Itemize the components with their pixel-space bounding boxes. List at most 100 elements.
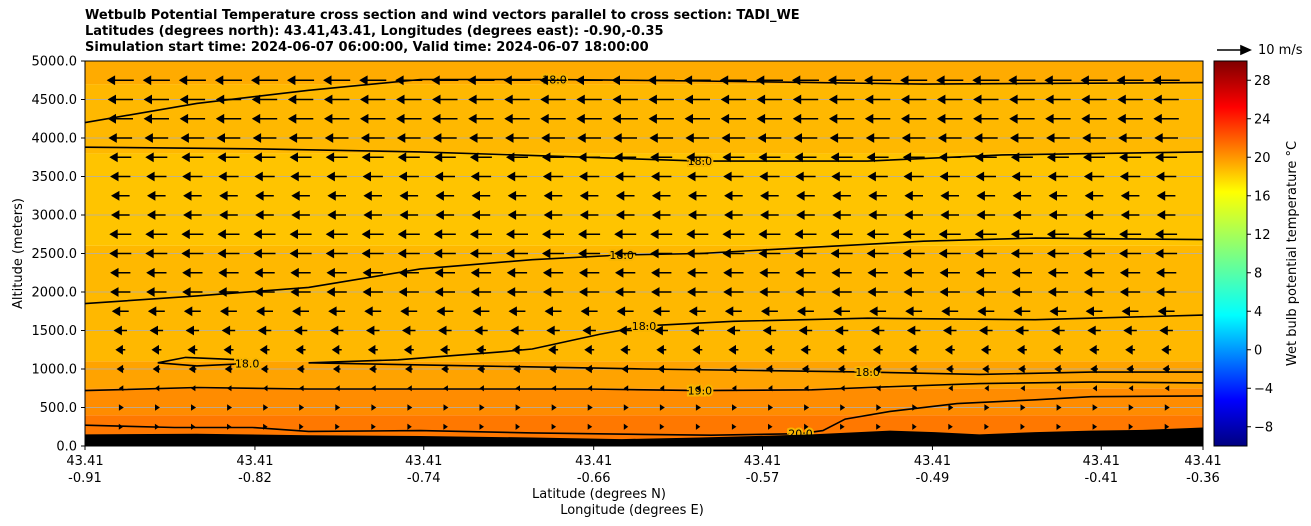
wind-vector	[335, 423, 340, 430]
wind-vector	[798, 325, 813, 336]
wind-vector	[864, 94, 891, 105]
wind-vector	[1119, 152, 1142, 163]
wind-vector	[768, 385, 773, 392]
wind-vector	[686, 248, 709, 259]
wind-vector	[904, 190, 923, 201]
wind-vector	[183, 306, 201, 317]
wind-vector	[1056, 385, 1061, 392]
wind-vector	[866, 229, 889, 240]
wind-vector	[975, 171, 996, 182]
wind-vector	[901, 133, 926, 143]
wind-vector	[651, 190, 671, 201]
wind-vector	[648, 113, 674, 124]
wind-vector	[361, 152, 384, 163]
wind-vector	[469, 229, 492, 240]
contour-line-7	[85, 395, 1203, 437]
wind-vector	[755, 75, 783, 86]
wind-vector	[260, 364, 269, 374]
wind-vector	[110, 171, 131, 182]
wind-vector	[405, 364, 413, 374]
wind-vector	[939, 267, 960, 278]
wind-vector	[576, 94, 602, 105]
wind-vector	[912, 404, 918, 411]
wind-vector	[829, 133, 854, 143]
wind-vector	[439, 344, 450, 355]
wind-vector	[435, 190, 455, 201]
wind-vector	[768, 423, 773, 430]
wind-vector	[1164, 385, 1170, 392]
reference-vector-label: 10 m/s	[1258, 43, 1303, 58]
wind-vector	[443, 423, 448, 430]
contour-label-3: 18.0	[632, 320, 657, 333]
wind-vector	[651, 267, 672, 278]
wind-vector	[371, 404, 377, 411]
wind-vector	[433, 152, 456, 163]
wind-vector	[840, 404, 846, 411]
wind-vector	[938, 152, 961, 163]
wind-vector	[118, 404, 124, 411]
x-tick-label-lat-5: 43.41	[914, 454, 951, 469]
wind-vector	[548, 344, 559, 355]
wind-vector	[937, 94, 963, 105]
wind-vector	[106, 75, 134, 86]
wind-vector	[182, 171, 203, 182]
wind-vector	[1045, 94, 1071, 105]
wind-vector	[332, 364, 341, 374]
wind-vector	[541, 133, 565, 143]
wind-vector	[323, 75, 351, 86]
wind-vector	[397, 248, 420, 259]
wind-vector	[837, 364, 846, 374]
wind-vector	[613, 133, 637, 143]
wind-vector	[215, 94, 242, 105]
wind-vector	[145, 229, 168, 240]
wind-vector	[828, 94, 855, 105]
wind-vector	[146, 287, 167, 297]
wind-vector	[587, 404, 593, 411]
wind-vector	[360, 113, 386, 124]
wind-vector	[977, 306, 995, 317]
wind-vector	[902, 248, 925, 259]
wind-vector	[757, 133, 782, 143]
wind-vector	[690, 325, 704, 336]
wind-vector	[615, 210, 635, 220]
wind-vector	[1121, 306, 1139, 317]
wind-vector	[868, 190, 887, 201]
wind-vector	[216, 133, 241, 143]
wind-vector	[1045, 113, 1071, 124]
wind-vector	[830, 248, 853, 259]
wind-vector	[507, 210, 527, 220]
wind-vector	[254, 287, 275, 297]
y-tick-label-2: 1000.0	[32, 363, 78, 378]
wind-vector	[253, 152, 276, 163]
y-tick-label-9: 4500.0	[32, 93, 78, 108]
wind-vector	[587, 385, 593, 392]
wind-vector	[834, 325, 849, 336]
wind-vector	[939, 287, 960, 297]
wind-vector	[299, 385, 304, 392]
wind-vector	[758, 229, 781, 240]
wind-vector	[623, 423, 629, 430]
wind-vector	[325, 229, 348, 240]
wind-vector	[1092, 423, 1098, 430]
wind-vector	[291, 190, 310, 201]
wind-vector	[431, 75, 459, 86]
wind-vector	[795, 171, 816, 182]
wind-vector	[287, 113, 314, 124]
colorbar-tick-label-7: 20	[1254, 151, 1271, 166]
wind-vector	[1051, 325, 1065, 336]
wind-vector	[504, 113, 530, 124]
shading-band-1	[85, 388, 1203, 416]
wind-vector	[263, 404, 269, 411]
wind-vector	[477, 364, 485, 374]
wind-vector	[362, 171, 383, 182]
wind-vector	[732, 404, 737, 411]
wind-vector	[797, 306, 814, 317]
wind-vector	[479, 385, 484, 392]
y-tick-label-1: 500.0	[40, 401, 77, 416]
wind-vector	[289, 152, 312, 163]
wind-vector	[723, 267, 744, 278]
wind-vector	[287, 75, 315, 86]
wind-vector	[1120, 190, 1140, 201]
wind-vector	[912, 423, 917, 430]
wind-vector	[326, 287, 347, 297]
